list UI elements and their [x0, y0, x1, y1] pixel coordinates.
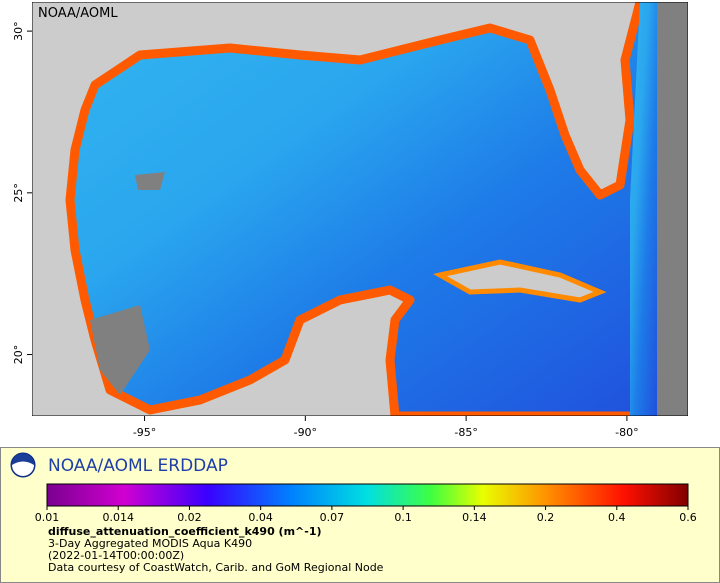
- legend-lines: 3-Day Aggregated MODIS Aqua K490(2022-01…: [48, 537, 384, 574]
- legend-line: 3-Day Aggregated MODIS Aqua K490: [48, 537, 252, 550]
- colorbar-ticks: 0.01 0.014 0.02 0.04 0.07 0.1 0.14 0.2 0.4 0.6: [35, 506, 697, 524]
- missing-data: [90, 305, 150, 395]
- colorbar-tick-label: 0.1: [394, 511, 412, 524]
- x-tick-label: -85°: [454, 426, 477, 439]
- y-tick-label: 25°: [12, 183, 25, 203]
- map-area: [32, 2, 688, 416]
- noaa-logo: [10, 452, 36, 478]
- colorbar-tick-label: 0.2: [537, 511, 555, 524]
- cuba: [433, 259, 607, 303]
- legend-panel: [0, 447, 720, 583]
- colorbar: [46, 483, 689, 507]
- variable-name: diffuse_attenuation_coefficient_k490 (m^…: [48, 525, 322, 538]
- no-data-band: [657, 2, 688, 416]
- colorbar-tick-label: 0.6: [679, 511, 697, 524]
- ocean-east: [630, 2, 657, 416]
- y-tick-label: 20°: [12, 345, 25, 365]
- x-tick-label: -80°: [615, 426, 638, 439]
- colorbar-tick-label: 0.02: [177, 511, 202, 524]
- x-tick-label: -90°: [294, 426, 317, 439]
- legend-line: (2022-01-14T00:00:00Z): [48, 549, 184, 562]
- missing-data: [135, 172, 165, 190]
- legend-title: NOAA/AOML ERDDAP: [48, 456, 228, 476]
- watermark: NOAA/AOML: [38, 6, 118, 21]
- colorbar-tick-label: 0.4: [608, 511, 626, 524]
- colorbar-tick-label: 0.01: [35, 511, 60, 524]
- x-tick-label: -95°: [133, 426, 156, 439]
- colorbar-tick-label: 0.04: [248, 511, 273, 524]
- colorbar-tick-label: 0.14: [462, 511, 487, 524]
- legend-line: Data courtesy of CoastWatch, Carib. and …: [48, 561, 384, 574]
- y-tick-label: 30°: [12, 21, 25, 41]
- colorbar-tick-label: 0.014: [102, 511, 134, 524]
- colorbar-tick-label: 0.07: [320, 511, 345, 524]
- axes: -95° -90° -85° -80° 20° 25° 30°: [12, 21, 639, 439]
